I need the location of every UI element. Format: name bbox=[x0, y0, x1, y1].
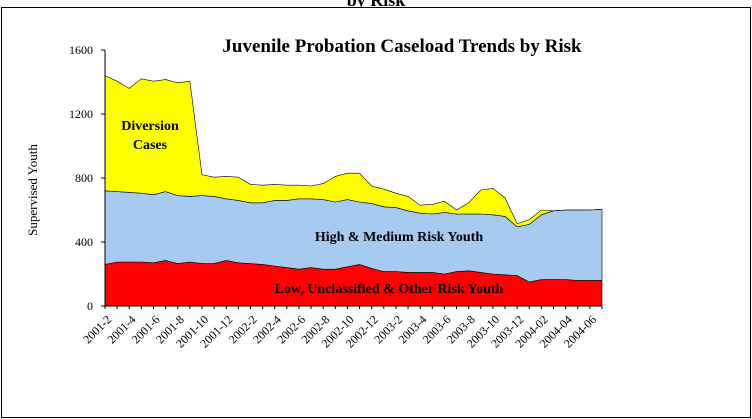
area-label: Low, Unclassified & Other Risk Youth bbox=[275, 282, 504, 297]
area-labels: Diversion Cases High & Medium Risk Youth Lo… bbox=[121, 119, 503, 297]
chart-title: Juvenile Probation Caseload Trends by Ri… bbox=[222, 36, 582, 57]
area-diversion-cases bbox=[104, 75, 603, 228]
y-tick-label: 1200 bbox=[69, 107, 93, 121]
y-tick-label: 800 bbox=[75, 171, 93, 185]
chart-areas bbox=[104, 75, 603, 307]
y-tick-label: 0 bbox=[87, 299, 93, 313]
y-ticks: 0 400 800 1200 1600 bbox=[69, 43, 105, 313]
x-ticks: 2001-22001-42001-62001-82001-102001-1220… bbox=[80, 306, 603, 351]
page-header: by Risk bbox=[0, 0, 752, 7]
chart-container: 0 400 800 1200 1600 2001-2 2001-4 2001-6 2001-8… bbox=[1, 7, 751, 418]
y-tick-label: 1600 bbox=[69, 43, 93, 57]
y-tick-label: 400 bbox=[75, 235, 93, 249]
chart-svg: 0 400 800 1200 1600 2001-22001-42001-62001-8… bbox=[25, 36, 603, 351]
area-label: High & Medium Risk Youth bbox=[315, 230, 484, 245]
y-axis-label: Supervised Youth bbox=[25, 144, 40, 236]
area-label: Diversion Cases bbox=[121, 119, 179, 153]
